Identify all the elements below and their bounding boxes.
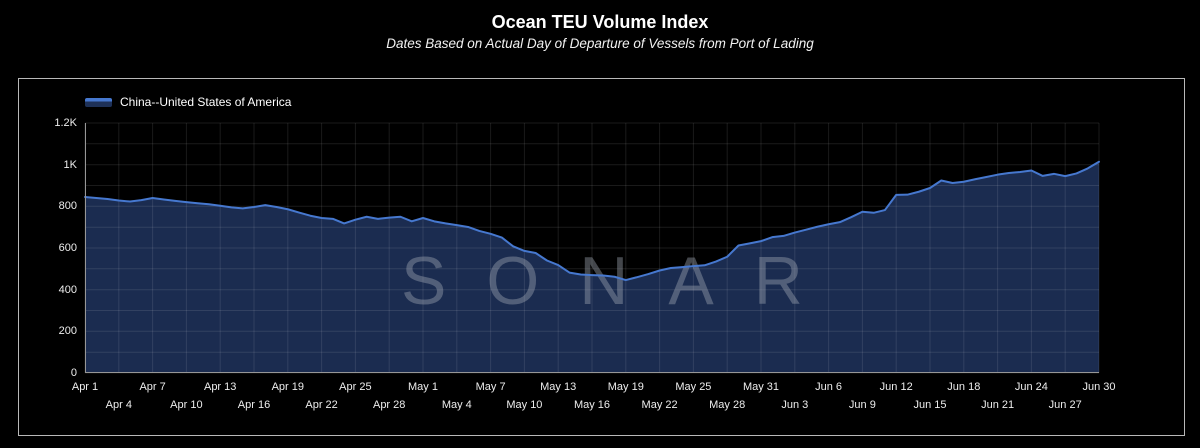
- y-tick-label: 1K: [63, 158, 77, 171]
- x-tick-label: May 16: [573, 399, 611, 411]
- chart-panel: China--United States of America SONAR 0 2…: [18, 78, 1185, 436]
- sonar-watermark: SONAR: [401, 243, 843, 319]
- x-tick-label: Jun 9: [848, 399, 876, 411]
- x-tick-label: Jun 12: [879, 381, 913, 393]
- x-tick-label: Jun 24: [1014, 381, 1048, 393]
- axis-lines: [85, 123, 1099, 373]
- x-tick-label: Apr 16: [237, 399, 271, 411]
- x-tick-label: May 19: [607, 381, 644, 393]
- x-tick-label: May 31: [742, 381, 780, 393]
- x-tick-label: Apr 13: [203, 381, 237, 393]
- y-tick-label: 200: [58, 325, 77, 338]
- x-tick-label: Apr 19: [271, 381, 305, 393]
- x-tick-label: Apr 22: [305, 399, 338, 411]
- x-tick-label: May 10: [506, 399, 543, 411]
- x-tick-label: Apr 1: [71, 381, 99, 393]
- x-tick-label: Jun 18: [947, 381, 981, 393]
- x-tick-label: Apr 7: [139, 381, 166, 393]
- x-tick-label: May 1: [408, 381, 438, 393]
- x-tick-label: Jun 21: [981, 399, 1015, 411]
- x-tick-label: May 28: [709, 399, 746, 411]
- series-area-fill: [85, 161, 1099, 373]
- y-tick-label: 1.2K: [54, 117, 77, 129]
- x-tick-label: Jun 3: [781, 399, 809, 411]
- y-tick-label: 600: [58, 242, 77, 254]
- x-tick-label: Jun 6: [815, 381, 843, 393]
- area-chart-svg: SONAR: [84, 122, 1100, 374]
- x-tick-label: Jun 27: [1048, 399, 1082, 411]
- legend-area-marker-icon: [85, 97, 112, 107]
- y-tick-label: 400: [58, 283, 77, 296]
- x-tick-label: May 25: [675, 381, 712, 393]
- legend-label: China--United States of America: [120, 95, 292, 109]
- x-tick-label: May 13: [540, 381, 577, 393]
- x-tick-label: Jun 15: [913, 399, 947, 411]
- plot-area: SONAR: [84, 122, 1100, 374]
- x-tick-label: Apr 25: [339, 381, 372, 393]
- chart-header: Ocean TEU Volume Index Dates Based on Ac…: [0, 0, 1200, 52]
- legend-item[interactable]: China--United States of America: [85, 95, 291, 109]
- chart-title: Ocean TEU Volume Index: [491, 12, 709, 32]
- x-tick-label: Apr 28: [372, 399, 406, 411]
- x-tick-label: Jun 30: [1082, 381, 1116, 393]
- x-tick-label: May 7: [475, 381, 506, 393]
- series-line: [84, 160, 1100, 282]
- x-tick-label: Apr 10: [170, 399, 203, 411]
- x-tick-label: May 22: [641, 399, 678, 411]
- chart-subtitle: Dates Based on Actual Day of Departure o…: [386, 36, 814, 51]
- y-tick-label: 800: [58, 200, 77, 213]
- x-tick-label: Apr 4: [105, 399, 132, 411]
- x-tick-label: May 4: [441, 399, 472, 411]
- y-tick-label: 0: [70, 367, 77, 379]
